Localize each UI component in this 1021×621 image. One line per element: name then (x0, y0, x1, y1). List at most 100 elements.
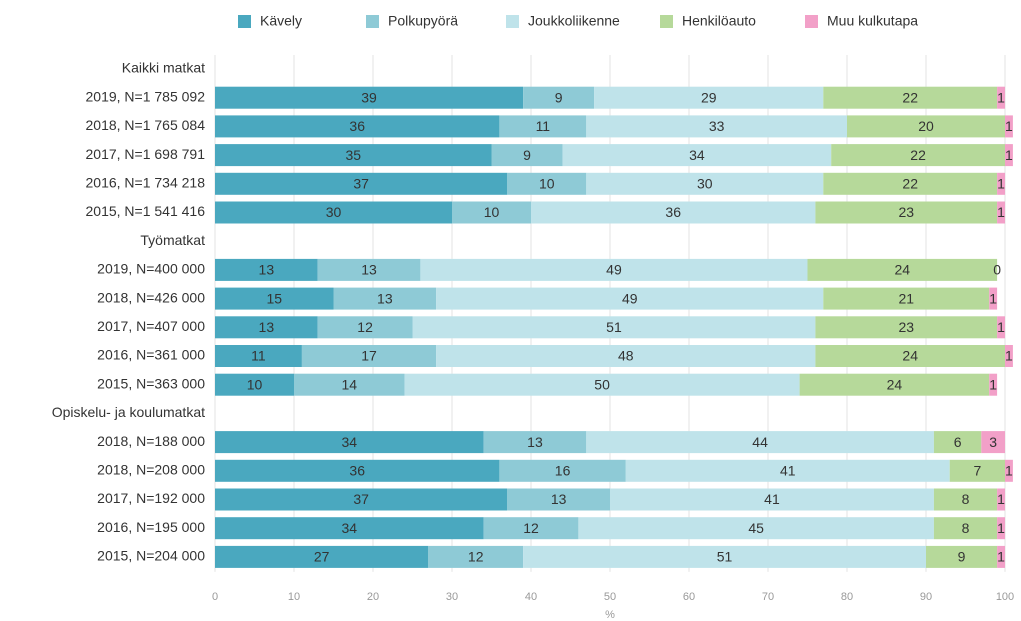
data-label: 48 (618, 348, 634, 364)
data-label: 24 (887, 376, 903, 392)
y-tick-label: Työmatkat (140, 232, 205, 248)
legend-swatch (238, 15, 251, 28)
bar-segment (483, 517, 579, 540)
bar-segment (420, 258, 808, 281)
bar-segment (317, 258, 421, 281)
y-tick-label: 2018, N=188 000 (97, 433, 205, 449)
data-label: 12 (523, 520, 539, 536)
bar-segment (823, 287, 990, 310)
bar-segment (1005, 144, 1013, 167)
bar-segment (1005, 459, 1013, 482)
y-tick-label: 2015, N=1 541 416 (86, 203, 206, 219)
y-tick-label: 2016, N=195 000 (97, 519, 205, 535)
y-tick-label: 2015, N=204 000 (97, 548, 205, 564)
y-tick-label: 2017, N=407 000 (97, 318, 205, 334)
bar-segment (933, 517, 998, 540)
x-tick-label: 60 (683, 591, 695, 603)
bar-segment (215, 517, 484, 540)
bar-segment (823, 172, 998, 195)
bar-segment (333, 287, 437, 310)
data-label: 13 (259, 262, 275, 278)
data-label: 13 (377, 290, 393, 306)
data-label: 30 (697, 176, 713, 192)
bar-segment (215, 86, 524, 109)
bar-segment (499, 115, 587, 138)
bar-segment (997, 172, 1005, 195)
bar-segment (586, 115, 847, 138)
data-label: 9 (958, 549, 966, 565)
bar-segment (301, 345, 437, 367)
bar-segment (926, 545, 998, 568)
x-tick-label: 100 (996, 591, 1014, 603)
data-label: 41 (780, 463, 796, 479)
bar-segment (815, 345, 1005, 367)
bar-segment (997, 86, 1005, 109)
bar-segment (847, 115, 1005, 138)
data-label: 39 (361, 89, 377, 105)
x-tick-label: 0 (212, 591, 218, 603)
data-label: 23 (898, 204, 914, 220)
y-tick-label: Kaikki matkat (122, 60, 205, 76)
bar-segment (815, 201, 998, 224)
data-label: 36 (349, 118, 365, 134)
data-label: 1 (1005, 118, 1013, 134)
data-label: 36 (665, 204, 681, 220)
bar-segment (215, 431, 484, 454)
data-label: 13 (527, 434, 543, 450)
legend-swatch (366, 15, 379, 28)
data-label: 12 (468, 549, 484, 565)
bar-segment (436, 287, 824, 310)
data-label: 50 (594, 376, 610, 392)
y-tick-label: 2017, N=192 000 (97, 490, 205, 506)
bar-segment (997, 517, 1005, 540)
data-label: 1 (989, 290, 997, 306)
data-label: 30 (326, 204, 342, 220)
bar-segment (997, 545, 1005, 568)
data-label: 1 (997, 319, 1005, 335)
bar-segment (610, 488, 934, 511)
data-label: 34 (342, 434, 358, 450)
bar-segment (483, 431, 587, 454)
data-label: 9 (523, 147, 531, 163)
data-label: 7 (973, 463, 981, 479)
x-tick-label: 20 (367, 591, 379, 603)
bar-segment (933, 488, 998, 511)
bar-segment (949, 459, 1005, 482)
bar-segment (523, 545, 926, 568)
data-label: 21 (898, 290, 914, 306)
y-tick-label: 2015, N=363 000 (97, 375, 205, 391)
bar-segment (997, 201, 1005, 224)
data-label: 51 (606, 319, 622, 335)
legend-label: Muu kulkutapa (827, 13, 918, 29)
y-tick-label: 2019, N=400 000 (97, 261, 205, 277)
bar-segment (989, 287, 998, 310)
bar-segment (997, 316, 1005, 339)
bar-segment (215, 345, 302, 367)
data-label: 51 (717, 549, 733, 565)
bar-segment (807, 258, 998, 281)
x-tick-label: 40 (525, 591, 537, 603)
bar-segment (215, 172, 508, 195)
bar-segment (507, 488, 610, 511)
bar-segment (586, 431, 934, 454)
bar-segment (1005, 115, 1013, 138)
data-label: 1 (1005, 348, 1013, 364)
bar-segment (215, 316, 318, 339)
bar-segment (412, 316, 816, 339)
x-tick-label: 50 (604, 591, 616, 603)
data-label: 36 (349, 463, 365, 479)
x-tick-label: 70 (762, 591, 774, 603)
data-label: 12 (357, 319, 373, 335)
data-label: 14 (342, 376, 358, 392)
data-label: 11 (536, 118, 551, 134)
bar-segment (317, 316, 413, 339)
bar-segment (452, 201, 531, 224)
bar-segment (594, 86, 824, 109)
data-label: 20 (918, 118, 934, 134)
y-tick-label: 2017, N=1 698 791 (86, 146, 206, 162)
bar-segment (428, 545, 524, 568)
data-label: 8 (962, 520, 970, 536)
data-label: 29 (701, 89, 717, 105)
bar-segment (215, 201, 452, 224)
data-label: 10 (247, 376, 263, 392)
